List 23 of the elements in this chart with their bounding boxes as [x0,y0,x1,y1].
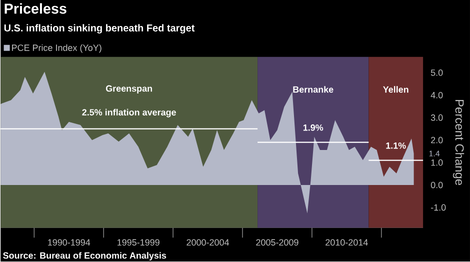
ref-line-label: 2.5% inflation average [82,109,176,118]
band-label: Yellen [383,86,408,93]
y-axis-title: Percent Change [452,100,464,186]
y-tick-label: 0.0 [430,182,443,188]
band-label: Greenspan [106,85,152,94]
ref-line-label: 1.9% [303,124,324,131]
legend-label: PCE Price Index (YoY) [12,44,102,53]
y-tick-label: 3.0 [430,114,443,121]
band-label: Bernanke [293,86,334,93]
y-tick-label: -1.0 [430,204,446,211]
x-tick-label: 1995-1999 [118,239,160,246]
x-tick-label: 1990-1994 [48,239,90,246]
x-tick-label: 2010-2014 [326,239,368,246]
y-tick-label: 5.0 [430,70,443,76]
y-tick-label: 2.0 [431,137,443,144]
chart-subtitle: U.S. inflation sinking beneath Fed target [4,24,195,34]
source-note: Source: Bureau of Economic Analysis [3,252,166,261]
chart-title: Priceless [4,3,66,14]
x-tick-label: 2000-2004 [186,239,229,246]
ref-line-label: 1.1% [386,142,406,149]
x-tick-label: 2005-2009 [256,239,298,246]
y-tick-label: 1.0 [431,160,443,166]
y-tick-label: 4.0 [430,92,443,98]
